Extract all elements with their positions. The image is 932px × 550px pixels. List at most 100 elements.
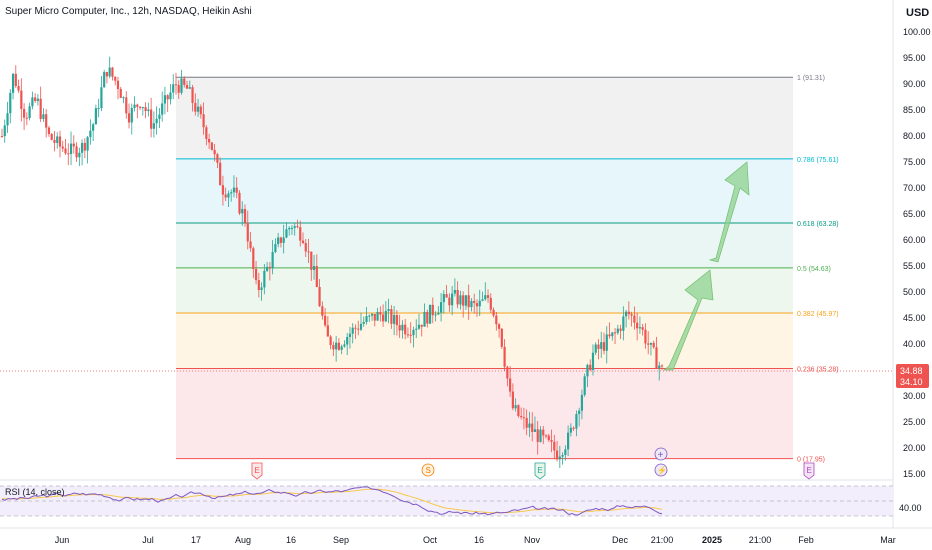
candle-body: [583, 376, 586, 395]
candle-body: [572, 427, 575, 429]
dividend-marker[interactable]: S: [421, 463, 435, 477]
candle-body: [138, 106, 142, 108]
time-tick-label: 16: [474, 535, 484, 545]
rsi-scale-label: 40.00: [899, 503, 922, 513]
candle-body: [271, 252, 274, 269]
candle-body: [155, 118, 158, 124]
flash-icon[interactable]: ⚡: [654, 463, 668, 477]
candle-body: [368, 315, 371, 317]
candle-body: [274, 244, 277, 253]
time-tick-label: 17: [191, 535, 201, 545]
candle-body: [64, 148, 67, 154]
svg-text:⚡: ⚡: [657, 465, 667, 475]
candle-body: [346, 337, 349, 345]
countdown-value: 34.10: [900, 377, 923, 387]
price-tick-label: 70.00: [903, 183, 926, 193]
candle-body: [136, 104, 139, 107]
rsi-title: RSI (14, close): [5, 487, 65, 497]
candle-body: [119, 89, 122, 99]
candle-body: [649, 342, 653, 345]
candle-body: [69, 143, 73, 154]
candle-body: [263, 270, 266, 288]
candle-body: [94, 108, 97, 125]
candle-body: [520, 416, 523, 418]
earnings-marker[interactable]: E: [803, 462, 815, 480]
candle-body: [191, 87, 194, 103]
candle-body: [22, 108, 26, 118]
svg-text:E: E: [255, 466, 260, 475]
candle-body: [351, 327, 354, 334]
candle-body: [497, 324, 501, 329]
svg-text:E: E: [807, 466, 812, 475]
rsi-line: [1, 486, 663, 516]
rsi-pane[interactable]: RSI (14, close): [0, 479, 893, 517]
fib-level-label: 1 (91.31): [797, 75, 825, 82]
candle-body: [279, 237, 283, 243]
price-tick-label: 40.00: [903, 339, 926, 349]
candle-body: [379, 311, 382, 315]
price-tick-label: 100.00: [903, 27, 931, 37]
candle-body: [100, 87, 103, 109]
fib-level-label: 0.236 (35.28): [797, 367, 839, 374]
svg-text:+: +: [658, 450, 664, 461]
add-icon[interactable]: +: [654, 447, 668, 461]
candle-body: [122, 97, 125, 99]
candle-body: [420, 324, 423, 327]
candle-body: [9, 92, 12, 114]
price-tick-label: 75.00: [903, 157, 926, 167]
candle-body: [486, 295, 490, 298]
candle-body: [150, 109, 153, 129]
candle-body: [34, 97, 37, 101]
candle-body: [354, 327, 357, 329]
time-tick-label: Nov: [524, 535, 541, 545]
candle-body: [257, 280, 260, 291]
candle-body: [125, 97, 128, 114]
currency-label[interactable]: USD: [906, 7, 929, 19]
candle-body: [492, 309, 495, 316]
chart-title: Super Micro Computer, Inc., 12h, NASDAQ,…: [5, 6, 252, 17]
candle-body: [174, 84, 178, 86]
candle-body: [147, 109, 150, 112]
time-tick-label: Dec: [612, 535, 629, 545]
earnings-marker[interactable]: E: [251, 462, 263, 480]
candle-body: [517, 405, 520, 417]
candle-body: [161, 103, 164, 115]
candle-body: [158, 114, 161, 119]
time-axis[interactable]: Jun Jul 17 Aug 16 Sep Oct 16 Nov Dec 21:00 2025 21:0…: [0, 527, 932, 545]
candle-body: [11, 73, 15, 93]
price-axis[interactable]: USD 100.00 95.00 90.00 85.00 80.00 75.00 70.00…: [892, 0, 932, 528]
candle-body: [451, 293, 454, 306]
last-price-value: 34.88: [900, 366, 923, 376]
event-markers[interactable]: E S E E + ⚡: [251, 447, 815, 480]
candle-body: [42, 114, 45, 119]
candle-body: [14, 73, 17, 87]
candle-body: [586, 364, 589, 377]
candle-body: [166, 95, 169, 100]
candle-body: [412, 329, 415, 336]
projection-arrow[interactable]: [708, 161, 750, 263]
candle-body: [0, 136, 4, 137]
candle-body: [627, 311, 630, 315]
candle-body: [304, 243, 307, 252]
price-tick-label: 90.00: [903, 79, 926, 89]
candle-body: [277, 237, 280, 245]
candle-body: [210, 142, 213, 150]
price-tick-label: 15.00: [903, 469, 926, 479]
earnings-marker[interactable]: E: [534, 462, 546, 480]
candle-body: [622, 316, 625, 331]
candle-body: [20, 90, 23, 109]
candle-body: [252, 248, 255, 269]
fib-zone: [176, 222, 793, 268]
projection-arrows[interactable]: [663, 161, 750, 371]
projection-arrow[interactable]: [663, 269, 714, 371]
time-tick-label: Sep: [333, 535, 349, 545]
candle-body: [625, 311, 628, 317]
candle-body: [561, 455, 564, 457]
candle-body: [83, 142, 86, 151]
candle-body: [478, 300, 481, 307]
fibonacci-retracement[interactable]: [176, 76, 793, 460]
candle-body: [285, 229, 288, 238]
candle-body: [376, 311, 379, 321]
candle-body: [219, 162, 222, 186]
